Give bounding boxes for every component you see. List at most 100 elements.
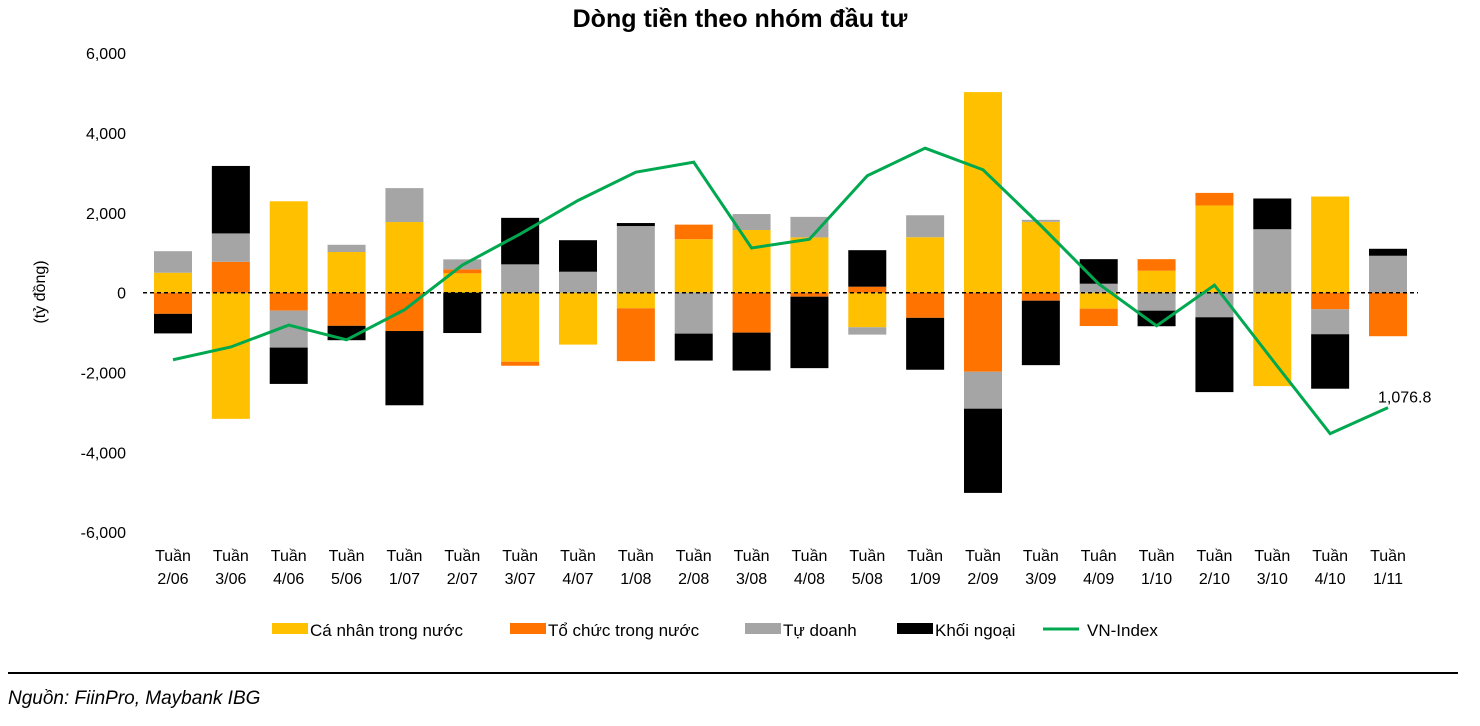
bar-segment xyxy=(617,223,655,226)
bar-segment xyxy=(443,293,481,333)
x-tick-label: 4/08 xyxy=(794,571,825,588)
x-tick-label: Tuần xyxy=(1254,548,1290,565)
legend-label: VN-Index xyxy=(1087,621,1158,640)
bar-segment xyxy=(559,293,597,345)
bar-segment xyxy=(906,293,944,318)
bar-segment xyxy=(675,225,713,240)
bar-segment xyxy=(154,273,192,293)
x-tick-label: Tuần xyxy=(734,548,770,565)
bar-segment xyxy=(501,293,539,362)
x-tick-label: Tuần xyxy=(849,548,885,565)
legend-swatch xyxy=(272,623,308,634)
bar-segment xyxy=(1138,271,1176,293)
bar-segment xyxy=(559,240,597,272)
x-tick-label: Tuần xyxy=(1023,548,1059,565)
bar-segment xyxy=(212,233,250,261)
bar-segment xyxy=(790,217,828,238)
bar-segment xyxy=(385,188,423,222)
x-tick-label: Tuần xyxy=(907,548,943,565)
bar-segment xyxy=(328,293,366,326)
bar-segment xyxy=(1138,293,1176,311)
x-tick-label: 2/09 xyxy=(967,571,998,588)
x-tick-label: 5/08 xyxy=(852,571,883,588)
bar-segment xyxy=(1311,334,1349,388)
x-tick-label: 4/06 xyxy=(273,571,304,588)
bar-segment xyxy=(964,293,1002,372)
bar-segment xyxy=(1022,301,1060,365)
bar-segment xyxy=(270,293,308,311)
bar-segment xyxy=(443,269,481,273)
x-tick-label: Tuần xyxy=(1196,548,1232,565)
bar-segment xyxy=(1195,293,1233,318)
bar-segment xyxy=(328,245,366,252)
bar-segment xyxy=(1022,220,1060,222)
legend-item: Khối ngoại xyxy=(897,621,1015,640)
x-tick-label: Tuần xyxy=(213,548,249,565)
bar-segment xyxy=(212,262,250,293)
x-tick-label: 3/06 xyxy=(215,571,246,588)
bar-segment xyxy=(212,293,250,419)
bar-segment xyxy=(1311,293,1349,310)
y-tick-label: -6,000 xyxy=(81,525,126,542)
bar-segment xyxy=(1080,309,1118,326)
x-tick-label: Tuần xyxy=(271,548,307,565)
bar-segment xyxy=(154,314,192,334)
x-tick-label: 1/09 xyxy=(910,571,941,588)
x-tick-label: Tuần xyxy=(618,548,654,565)
bar-segment xyxy=(848,293,886,328)
legend-label: Tự doanh xyxy=(783,621,857,640)
x-tick-label: 1/10 xyxy=(1141,571,1172,588)
x-tick-label: 3/07 xyxy=(505,571,536,588)
bar-segment xyxy=(1022,222,1060,293)
x-axis: Tuần2/06Tuần3/06Tuần4/06Tuần5/06Tuần1/07… xyxy=(155,548,1406,588)
x-tick-label: 3/10 xyxy=(1257,571,1288,588)
bar-segment xyxy=(1253,293,1291,386)
x-tick-label: Tuần xyxy=(1370,548,1406,565)
x-tick-label: 1/08 xyxy=(620,571,651,588)
chart-title: Dòng tiền theo nhóm đầu tư xyxy=(573,5,909,33)
bar-segment xyxy=(617,226,655,293)
bar-segment xyxy=(733,293,771,333)
bar-segment xyxy=(906,318,944,370)
bar-segment xyxy=(675,334,713,361)
bar-segment xyxy=(1311,309,1349,334)
legend-item: VN-Index xyxy=(1043,621,1158,640)
x-tick-label: 4/07 xyxy=(562,571,593,588)
bar-segment xyxy=(848,327,886,334)
bar-segment xyxy=(1195,317,1233,392)
bar-segment xyxy=(270,201,308,292)
x-tick-label: 2/07 xyxy=(447,571,478,588)
x-tick-label: 1/11 xyxy=(1373,571,1403,588)
y-tick-label: -4,000 xyxy=(81,445,126,462)
y-tick-label: 0 xyxy=(117,286,126,303)
x-tick-label: Tuần xyxy=(502,548,538,565)
bar-segment xyxy=(385,331,423,405)
bar-segment xyxy=(154,251,192,273)
x-tick-label: 2/10 xyxy=(1199,571,1230,588)
bar-segment xyxy=(848,287,886,293)
bar-segment xyxy=(906,237,944,292)
bar-segment xyxy=(385,222,423,293)
legend-label: Tổ chức trong nước xyxy=(548,621,700,640)
bar-segment xyxy=(848,250,886,287)
legend-swatch xyxy=(897,623,933,634)
x-tick-label: Tuần xyxy=(676,548,712,565)
x-tick-label: Tuần xyxy=(386,548,422,565)
bar-segment xyxy=(270,348,308,384)
legend-swatch xyxy=(510,623,546,634)
bar-segment xyxy=(733,230,771,293)
x-tick-label: Tuần xyxy=(791,548,827,565)
bar-segment xyxy=(1311,196,1349,292)
bar-segment xyxy=(964,409,1002,493)
x-tick-label: 3/09 xyxy=(1025,571,1056,588)
legend-item: Tổ chức trong nước xyxy=(510,621,700,640)
bar-segment xyxy=(617,293,655,309)
bar-segment xyxy=(1369,293,1407,337)
x-tick-label: Tuần xyxy=(1312,548,1348,565)
x-tick-label: Tuần xyxy=(155,548,191,565)
x-tick-label: 3/08 xyxy=(736,571,767,588)
bar-segment xyxy=(964,92,1002,293)
x-tick-label: Tuần xyxy=(444,548,480,565)
